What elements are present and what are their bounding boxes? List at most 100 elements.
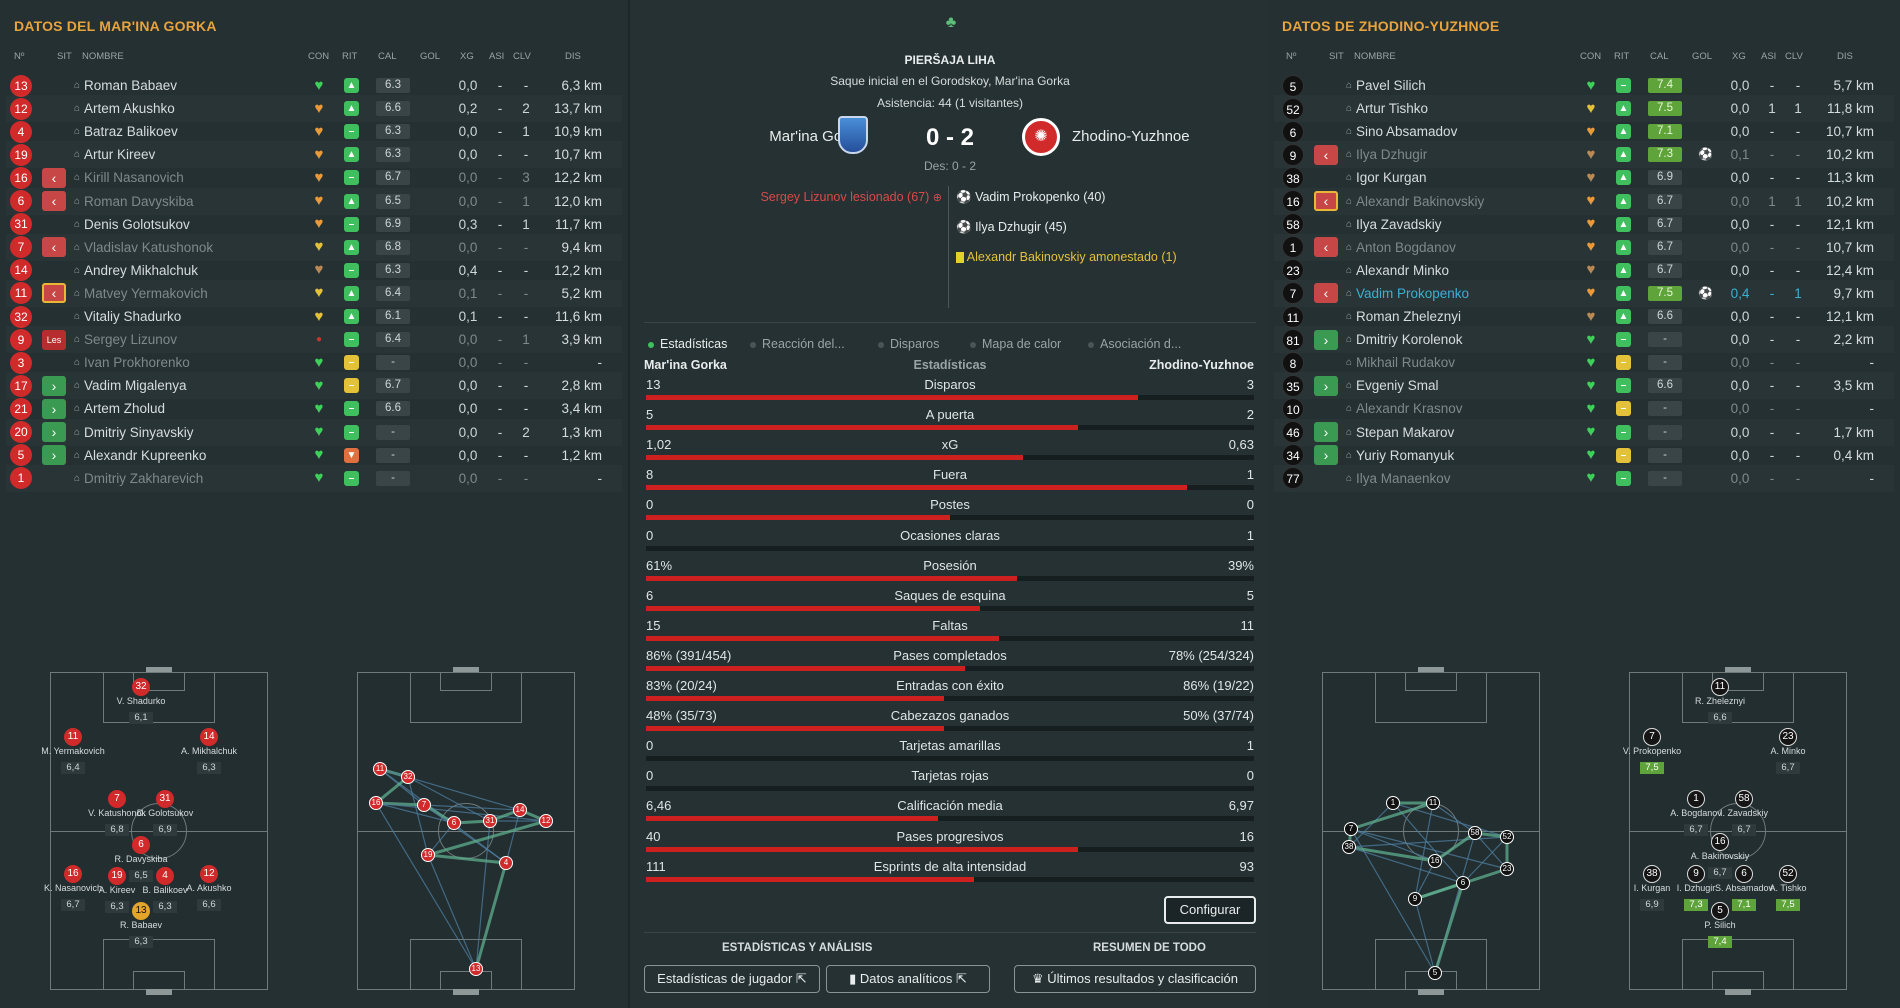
network-node[interactable]: 6 bbox=[447, 816, 461, 830]
player-row[interactable]: 16 ‹ ⌂ Kirill Nasanovich ♥ – 6.7 0,0 - 3 12,2 km bbox=[6, 164, 622, 191]
stat-row[interactable]: 40 Pases progresivos 16 bbox=[646, 829, 1254, 859]
player-row[interactable]: 46 › ⌂ Stepan Makarov ♥ – - 0,0 - - 1,7 km bbox=[1274, 419, 1894, 446]
player-row[interactable]: 5 › ⌂ Alexandr Kupreenko ♥ ▼ - 0,0 - - 1,2 km bbox=[6, 442, 622, 469]
tab-reaccion[interactable]: Reacción del... bbox=[750, 337, 845, 351]
col-clv[interactable]: CLV bbox=[1785, 51, 1803, 62]
player-row[interactable]: 7 ‹ ⌂ Vladislav Katushonok ♥ ▲ 6.8 0,0 - - 9,4 km bbox=[6, 234, 622, 261]
player-row[interactable]: 7 ‹ ⌂ Vadim Prokopenko ♥ ▲ 7.5 ⚽ 0,4 - 1 9,7 km bbox=[1274, 280, 1894, 307]
stat-row[interactable]: 83% (20/24) Entradas con éxito 86% (19/22) bbox=[646, 678, 1254, 708]
player-name[interactable]: Artur Tishko bbox=[1356, 101, 1429, 117]
col-con[interactable]: CON bbox=[308, 51, 330, 62]
formation-player[interactable]: 6 R. Davyskiba 6,5 bbox=[96, 836, 186, 883]
formation-player[interactable]: 31 D. Golotsukov 6,9 bbox=[120, 790, 210, 837]
player-row[interactable]: 52 ⌂ Artur Tishko ♥ ▲ 7.5 0,0 1 1 11,8 km bbox=[1274, 95, 1894, 122]
player-name[interactable]: Dmitriy Korolenok bbox=[1356, 332, 1463, 348]
player-row[interactable]: 16 ‹ ⌂ Alexandr Bakinovskiy ♥ ▲ 6.7 0,0 1 1 10,2 k… bbox=[1274, 188, 1894, 215]
player-row[interactable]: 32 ⌂ Vitaliy Shadurko ♥ ▲ 6.1 0,1 - - 11,6 km bbox=[6, 303, 622, 330]
player-row[interactable]: 35 › ⌂ Evgeniy Smal ♥ – 6.6 0,0 - - 3,5 km bbox=[1274, 372, 1894, 399]
formation-player[interactable]: 13 R. Babaev 6,3 bbox=[96, 902, 186, 949]
player-row[interactable]: 8 ⌂ Mikhail Rudakov ♥ – - 0,0 - - - bbox=[1274, 349, 1894, 376]
player-row[interactable]: 81 › ⌂ Dmitriy Korolenok ♥ – - 0,0 - - 2,2 km bbox=[1274, 326, 1894, 353]
player-row[interactable]: 19 ⌂ Artur Kireev ♥ ▲ 6.3 0,0 - - 10,7 km bbox=[6, 141, 622, 168]
formation-player[interactable]: 12 A. Akushko 6,6 bbox=[164, 865, 254, 912]
formation-player[interactable]: 23 A. Minko 6,7 bbox=[1743, 728, 1833, 775]
player-name[interactable]: Sino Absamadov bbox=[1356, 124, 1458, 140]
player-row[interactable]: 21 › ⌂ Artem Zholud ♥ – 6.6 0,0 - - 3,4 km bbox=[6, 395, 622, 422]
away-crest-icon[interactable]: ✺ bbox=[1022, 118, 1060, 156]
formation-player[interactable]: 16 A. Bakinovskiy 6,7 bbox=[1675, 833, 1765, 880]
player-name[interactable]: Vladislav Katushonok bbox=[84, 239, 214, 255]
col-num[interactable]: Nº bbox=[1286, 51, 1297, 62]
col-name[interactable]: NOMBRE bbox=[1354, 51, 1396, 62]
col-rit[interactable]: RIT bbox=[342, 51, 358, 62]
player-row[interactable]: 3 ⌂ Ivan Prokhorenko ♥ – - 0,0 - - - bbox=[6, 349, 622, 376]
formation-player[interactable]: 16 K. Nasanovich 6,7 bbox=[28, 865, 118, 912]
away-team-name[interactable]: Zhodino-Yuzhnoe bbox=[1072, 128, 1190, 145]
formation-player[interactable]: 52 A. Tishko 7,5 bbox=[1743, 865, 1833, 912]
configure-button[interactable]: Configurar bbox=[1164, 896, 1256, 924]
player-row[interactable]: 9 ‹ ⌂ Ilya Dzhugir ♥ ▲ 7.3 ⚽ 0,1 - - 10,2 km bbox=[1274, 141, 1894, 168]
player-name[interactable]: Ilya Zavadskiy bbox=[1356, 216, 1442, 232]
player-row[interactable]: 23 ⌂ Alexandr Minko ♥ ▲ 6.7 0,0 - - 12,4 km bbox=[1274, 257, 1894, 284]
player-row[interactable]: 38 ⌂ Igor Kurgan ♥ ▲ 6.9 0,0 - - 11,3 km bbox=[1274, 164, 1894, 191]
player-name[interactable]: Artem Akushko bbox=[84, 101, 175, 117]
player-name[interactable]: Mikhail Rudakov bbox=[1356, 355, 1456, 371]
player-row[interactable]: 31 ⌂ Denis Golotsukov ♥ – 6.9 0,3 - 1 11,7 km bbox=[6, 211, 622, 238]
player-row[interactable]: 11 ⌂ Roman Zheleznyi ♥ ▲ 6.6 0,0 - - 12,1 km bbox=[1274, 303, 1894, 330]
player-name[interactable]: Anton Bogdanov bbox=[1356, 239, 1456, 255]
formation-player[interactable]: 5 P. Silich 7,4 bbox=[1675, 902, 1765, 949]
network-node[interactable]: 7 bbox=[417, 798, 431, 812]
player-name[interactable]: Alexandr Minko bbox=[1356, 262, 1450, 278]
network-node[interactable]: 16 bbox=[369, 796, 383, 810]
network-node[interactable]: 9 bbox=[1408, 892, 1422, 906]
player-row[interactable]: 11 ‹ ⌂ Matvey Yermakovich ♥ ▲ 6.4 0,1 - - 5,2 km bbox=[6, 280, 622, 307]
player-row[interactable]: 1 ⌂ Dmitriy Zakharevich ♥ – - 0,0 - - - bbox=[6, 465, 622, 492]
home-crest-icon[interactable] bbox=[838, 116, 868, 154]
col-rit[interactable]: RIT bbox=[1614, 51, 1630, 62]
col-xg[interactable]: XG bbox=[460, 51, 474, 62]
stat-row[interactable]: 15 Faltas 11 bbox=[646, 618, 1254, 648]
col-con[interactable]: CON bbox=[1580, 51, 1602, 62]
tab-disparos[interactable]: Disparos bbox=[878, 337, 939, 351]
player-row[interactable]: 6 ‹ ⌂ Roman Davyskiba ♥ ▲ 6.5 0,0 - 1 12,0 km bbox=[6, 188, 622, 215]
player-row[interactable]: 34 › ⌂ Yuriy Romanyuk ♥ – - 0,0 - - 0,4 km bbox=[1274, 442, 1894, 469]
network-node[interactable]: 1 bbox=[1386, 796, 1400, 810]
player-row[interactable]: 17 › ⌂ Vadim Migalenya ♥ – 6.7 0,0 - - 2,8 km bbox=[6, 372, 622, 399]
network-node[interactable]: 16 bbox=[1428, 854, 1442, 868]
formation-player[interactable]: 11 M. Yermakovich 6,4 bbox=[28, 728, 118, 775]
network-node[interactable]: 14 bbox=[513, 803, 527, 817]
player-name[interactable]: Vadim Prokopenko bbox=[1356, 285, 1470, 301]
stat-row[interactable]: 0 Ocasiones claras 1 bbox=[646, 528, 1254, 558]
network-node[interactable]: 6 bbox=[1456, 876, 1470, 890]
formation-player[interactable]: 32 V. Shadurko 6,1 bbox=[96, 678, 186, 725]
stat-row[interactable]: 111 Esprints de alta intensidad 93 bbox=[646, 859, 1254, 889]
network-node[interactable]: 19 bbox=[421, 848, 435, 862]
player-name[interactable]: Artur Kireev bbox=[84, 147, 156, 163]
col-name[interactable]: NOMBRE bbox=[82, 51, 124, 62]
network-node[interactable]: 12 bbox=[539, 814, 553, 828]
stat-row[interactable]: 0 Postes 0 bbox=[646, 497, 1254, 527]
analytics-button[interactable]: ▮ Datos analíticos ⇱ bbox=[826, 965, 990, 993]
network-node[interactable]: 13 bbox=[469, 962, 483, 976]
network-node[interactable]: 7 bbox=[1344, 822, 1358, 836]
results-table-button[interactable]: ♛ Últimos resultados y clasificación bbox=[1014, 965, 1256, 993]
tab-asociacion[interactable]: Asociación d... bbox=[1088, 337, 1181, 351]
player-name[interactable]: Yuriy Romanyuk bbox=[1356, 447, 1455, 463]
stat-row[interactable]: 48% (35/73) Cabezazos ganados 50% (37/74) bbox=[646, 708, 1254, 738]
player-name[interactable]: Dmitriy Zakharevich bbox=[84, 470, 204, 486]
col-sit[interactable]: SIT bbox=[57, 51, 72, 62]
player-row[interactable]: 77 ⌂ Ilya Manaenkov ♥ – - 0,0 - - - bbox=[1274, 465, 1894, 492]
player-name[interactable]: Kirill Nasanovich bbox=[84, 170, 184, 186]
player-name[interactable]: Alexandr Bakinovskiy bbox=[1356, 193, 1485, 209]
col-clv[interactable]: CLV bbox=[513, 51, 531, 62]
col-gol[interactable]: GOL bbox=[1692, 51, 1713, 62]
player-name[interactable]: Alexandr Kupreenko bbox=[84, 447, 207, 463]
stat-row[interactable]: 5 A puerta 2 bbox=[646, 407, 1254, 437]
player-name[interactable]: Ilya Dzhugir bbox=[1356, 147, 1428, 163]
formation-player[interactable]: 19 A. Kireev 6,3 bbox=[72, 867, 162, 914]
formation-player[interactable]: 58 I. Zavadskiy 6,7 bbox=[1699, 790, 1789, 837]
stat-row[interactable]: 86% (391/454) Pases completados 78% (254/3… bbox=[646, 648, 1254, 678]
formation-player[interactable]: 7 V. Katushonok 6,8 bbox=[72, 790, 162, 837]
col-num[interactable]: Nº bbox=[14, 51, 25, 62]
network-node[interactable]: 5 bbox=[1428, 966, 1442, 980]
